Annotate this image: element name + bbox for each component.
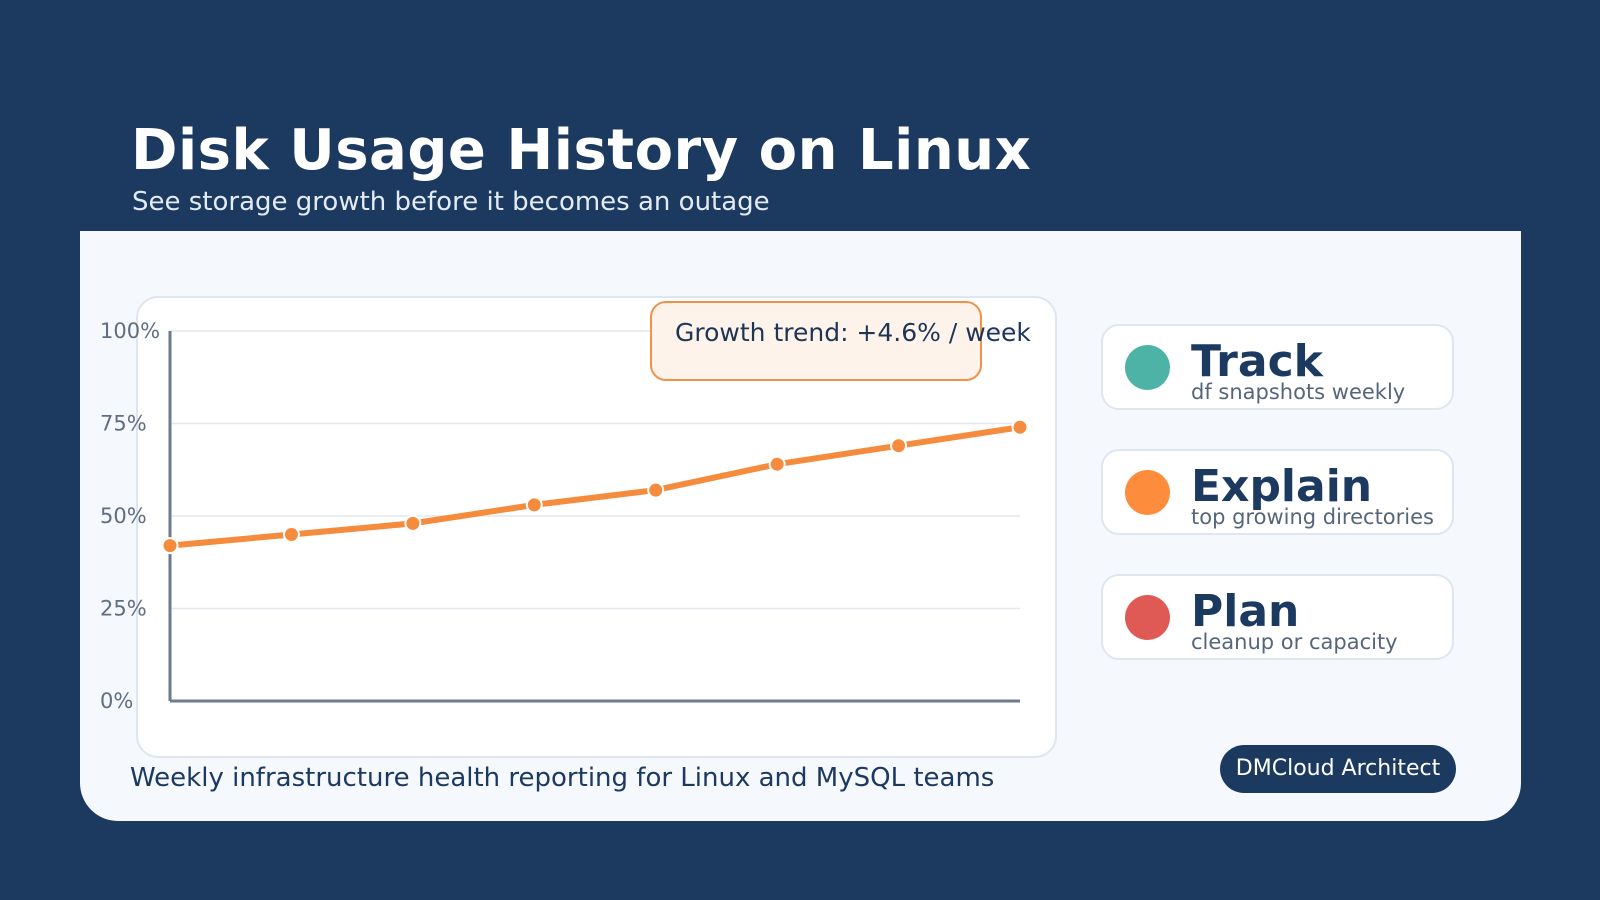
chart-axes — [168, 331, 1020, 703]
plan-dot — [1125, 595, 1170, 640]
legend-card-subtitle: cleanup or capacity — [1191, 630, 1398, 654]
data-point — [647, 481, 665, 499]
track-dot — [1125, 345, 1170, 390]
y-tick-labels: 0% 25% 50% 75% 100% — [100, 319, 160, 713]
legend-card-plan: Plan cleanup or capacity — [1101, 574, 1454, 660]
legend-card-title: Explain — [1191, 461, 1373, 512]
data-point — [161, 537, 179, 555]
legend-card-subtitle: df snapshots weekly — [1191, 380, 1406, 404]
legend-card-track: Track df snapshots weekly — [1101, 324, 1454, 410]
chart-series — [161, 418, 1029, 555]
content-panel: 0% 25% 50% 75% 100% Growth trend: +4.6% / we… — [80, 231, 1521, 821]
footer-text: Weekly infrastructure health reporting f… — [130, 763, 995, 793]
y-tick-label: 50% — [100, 504, 147, 528]
disk-usage-chart: 0% 25% 50% 75% 100% — [100, 319, 1029, 713]
data-point — [404, 514, 422, 532]
series-line — [167, 424, 1023, 549]
data-point — [890, 437, 908, 455]
legend-card-explain: Explain top growing directories — [1101, 449, 1454, 535]
brand-badge: DMCloud Architect — [1220, 745, 1456, 793]
legend-card-title: Plan — [1191, 586, 1300, 637]
y-tick-label: 25% — [100, 597, 147, 621]
data-point — [768, 455, 786, 473]
chart-grid — [170, 330, 1020, 610]
y-tick-label: 75% — [100, 412, 147, 436]
data-point — [282, 526, 300, 543]
legend-card-subtitle: top growing directories — [1191, 505, 1434, 529]
y-tick-label: 100% — [100, 319, 160, 343]
page-subtitle: See storage growth before it becomes an … — [132, 187, 770, 217]
data-point — [1011, 418, 1029, 436]
legend-card-title: Track — [1191, 336, 1323, 387]
data-point — [525, 496, 543, 514]
explain-dot — [1125, 470, 1170, 515]
page-title: Disk Usage History on Linux — [131, 118, 1032, 183]
y-tick-label: 0% — [100, 689, 133, 713]
growth-trend-annotation: Growth trend: +4.6% / week — [650, 301, 1031, 381]
